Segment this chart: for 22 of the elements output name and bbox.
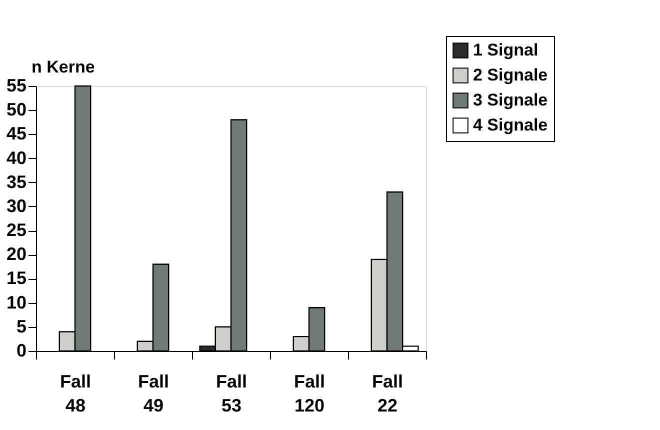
legend-label: 4 Signale [473, 116, 548, 134]
y-tick-label: 0 [16, 340, 26, 360]
legend-label: 1 Signal [473, 40, 538, 60]
x-tick-label: Fall 22 [372, 372, 404, 416]
y-tick-label: 20 [6, 244, 26, 264]
x-tick-label: Fall 48 [60, 372, 92, 416]
legend-label: 2 Signale [473, 66, 548, 84]
y-tick-label: 10 [6, 292, 26, 312]
y-tick-label: 25 [6, 220, 26, 240]
x-tick-label: Fall 53 [216, 372, 248, 416]
y-tick-label: 15 [6, 268, 26, 288]
y-tick-label: 50 [6, 100, 26, 120]
y-tick-label: 35 [6, 172, 26, 192]
x-tick-label: Fall 120 [294, 372, 326, 416]
y-tick-label: 5 [16, 316, 26, 336]
y-tick-label: 45 [6, 124, 26, 144]
y-tick-label: 30 [6, 196, 26, 216]
y-axis-title: n Kerne [32, 58, 95, 76]
legend-label: 3 Signale [473, 90, 548, 110]
y-tick-label: 55 [6, 76, 26, 96]
x-tick-label: Fall 49 [138, 372, 170, 416]
y-tick-label: 40 [6, 148, 26, 168]
